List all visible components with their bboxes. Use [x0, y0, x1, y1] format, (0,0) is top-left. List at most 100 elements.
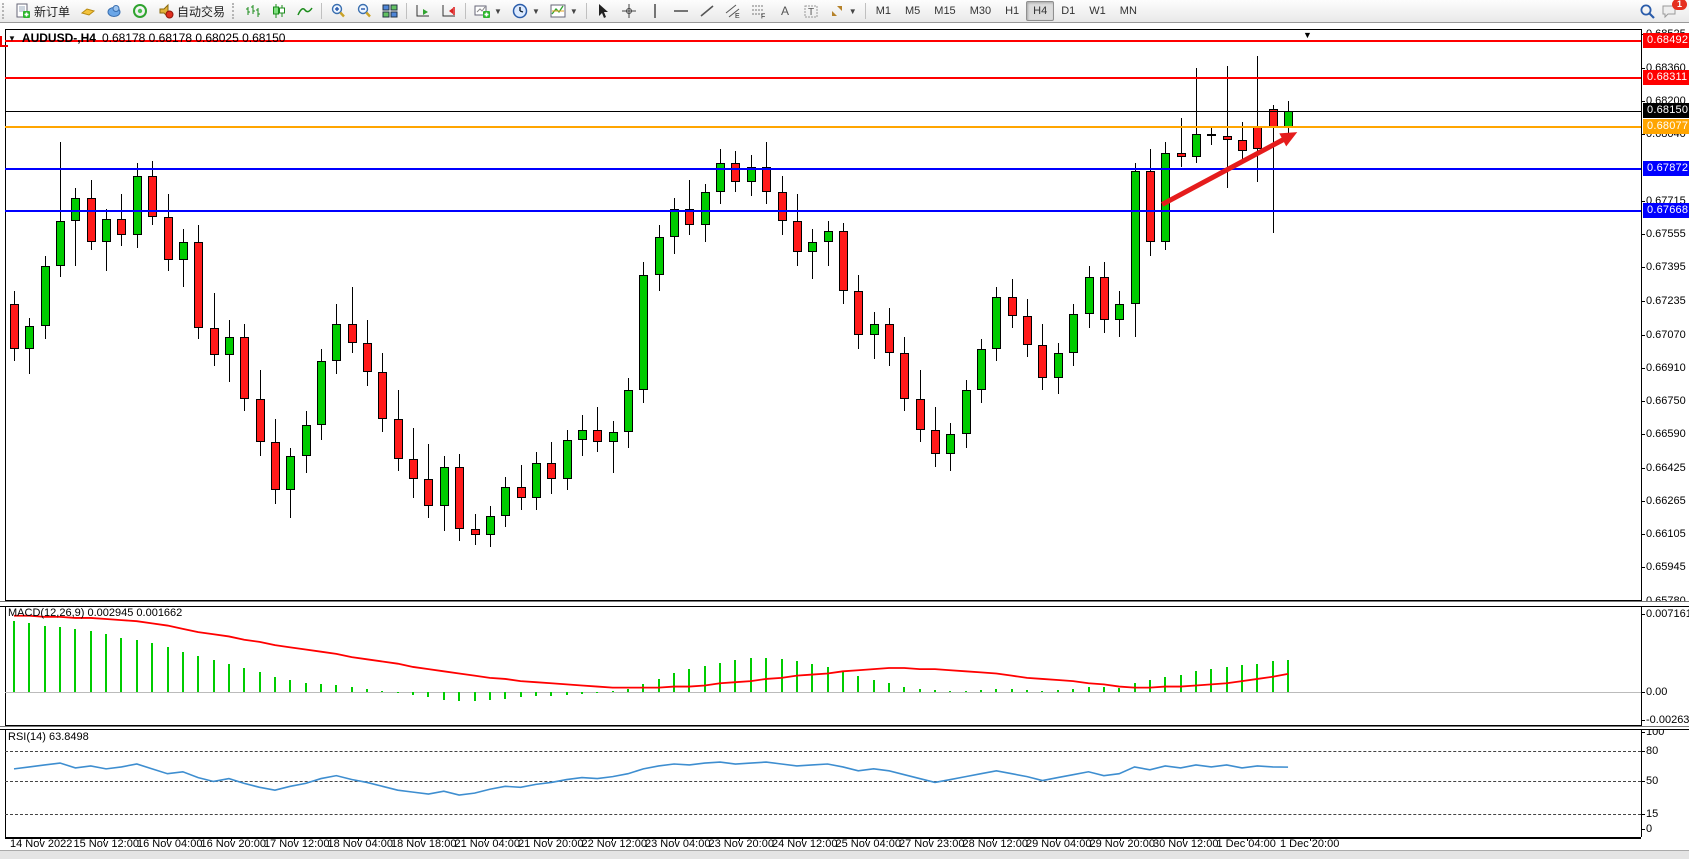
macd-histogram-bar [903, 686, 906, 692]
search-icon[interactable] [1639, 3, 1655, 19]
candle [1115, 303, 1125, 321]
trendline-tool-button[interactable] [694, 0, 720, 22]
macd-histogram-bar [841, 671, 844, 692]
panel-divider[interactable] [0, 601, 1689, 607]
date-axis-label: 16 Nov 04:00 [137, 838, 203, 850]
rsi-axis-tick [1641, 732, 1645, 733]
date-axis-label: 16 Nov 20:00 [200, 838, 266, 850]
toolbar-grip[interactable] [232, 3, 238, 19]
zoom-in-button[interactable] [325, 0, 351, 22]
timeframe-h1[interactable]: H1 [1005, 5, 1020, 17]
macd-axis-label: 0.00 [1646, 686, 1668, 698]
timeframe-h4[interactable]: H4 [1026, 1, 1055, 21]
macd-histogram-bar [673, 673, 676, 692]
crosshair-tool-button[interactable] [616, 0, 642, 22]
collapse-arrow-icon[interactable]: ▼ [8, 33, 16, 43]
toolbar-grip[interactable] [2, 3, 8, 19]
candle [777, 192, 787, 221]
vertical-line-tool-button[interactable] [642, 0, 668, 22]
chat-icon[interactable]: 1 [1661, 0, 1687, 19]
fibonacci-tool-button[interactable]: F [746, 0, 772, 22]
navigator-button[interactable] [127, 0, 153, 22]
pivot-line[interactable] [5, 125, 1641, 128]
macd-histogram-bar [918, 688, 921, 692]
zoom-out-icon [356, 3, 372, 19]
zoom-out-button[interactable] [351, 0, 377, 22]
line-chart-button[interactable] [292, 0, 318, 22]
timeframe-d1[interactable]: D1 [1061, 5, 1076, 17]
macd-histogram-bar [396, 692, 399, 694]
candle [608, 431, 618, 442]
candle [1207, 134, 1217, 137]
date-axis-label: 18 Nov 18:00 [391, 838, 457, 850]
new-order-button[interactable]: 新订单 [10, 0, 75, 22]
horizontal-line-tool-button[interactable] [668, 0, 694, 22]
auto-scroll-button[interactable] [410, 0, 436, 22]
macd-histogram-bar [749, 658, 752, 692]
macd-histogram-bar [657, 678, 660, 692]
candle [224, 336, 234, 356]
auto-trading-button[interactable]: 自动交易 [153, 0, 230, 22]
candle [654, 237, 664, 275]
timeframe-m15[interactable]: M15 [934, 5, 956, 17]
price-axis-tick [1641, 234, 1645, 236]
date-axis-tick [103, 837, 105, 841]
timeframe-m1[interactable]: M1 [875, 5, 891, 17]
resistance-line-1[interactable] [5, 39, 1641, 42]
macd-histogram-bar [120, 637, 123, 692]
new-chart-button[interactable]: ▼ [469, 0, 507, 22]
date-axis-tick [865, 837, 867, 841]
macd-histogram-bar [765, 658, 768, 692]
auto-scroll-icon [415, 3, 431, 19]
price-axis-label: 0.66265 [1646, 494, 1686, 507]
trend-arrow[interactable] [1161, 136, 1287, 207]
macd-histogram-bar [826, 666, 829, 692]
timeframe-w1[interactable]: W1 [1089, 5, 1106, 17]
candle-wick [689, 179, 691, 236]
price-level-badge: 0.68492 [1643, 32, 1689, 48]
macd-histogram-bar [1241, 664, 1243, 692]
templates-button[interactable]: ▼ [545, 0, 583, 22]
bar-chart-button[interactable] [240, 0, 266, 22]
date-axis-label: 21 Nov 04:00 [454, 838, 520, 850]
candle [685, 208, 695, 226]
price-axis-label: 0.67070 [1646, 328, 1686, 341]
panel-divider[interactable] [0, 726, 1689, 730]
tile-windows-button[interactable] [377, 0, 403, 22]
macd-histogram-bar [1194, 671, 1197, 692]
macd-histogram-bar [166, 647, 169, 692]
macd-histogram-bar [857, 675, 860, 692]
periods-button[interactable]: ▼ [507, 0, 545, 22]
market-watch-button[interactable] [75, 0, 101, 22]
trendline-icon [699, 3, 715, 19]
equidistant-channel-tool-button[interactable]: E [720, 0, 746, 22]
date-axis-tick [1183, 837, 1184, 841]
chart-shift-button[interactable] [436, 0, 462, 22]
macd-histogram-bar [1010, 688, 1013, 692]
macd-histogram-bar [89, 630, 92, 692]
macd-histogram-bar [934, 689, 936, 692]
timeframe-m5[interactable]: M5 [905, 5, 921, 17]
resistance-line-2[interactable] [5, 77, 1641, 80]
support-line-2[interactable] [5, 210, 1641, 213]
annotations-overlay [1161, 132, 1298, 207]
cursor-tool-button[interactable] [590, 0, 616, 22]
candle [102, 218, 112, 242]
arrows-tool-button[interactable]: ▼ [824, 0, 862, 22]
macd-histogram-bar [688, 669, 691, 692]
candle [808, 241, 818, 252]
candle [270, 442, 280, 490]
text-tool-button[interactable]: A [772, 0, 798, 22]
data-window-button[interactable] [101, 0, 127, 22]
current-price-line[interactable] [5, 111, 1641, 113]
candlestick-chart-button[interactable] [266, 0, 292, 22]
text-label-tool-button[interactable]: T [798, 0, 824, 22]
macd-histogram-bar [427, 692, 430, 698]
support-line-1[interactable] [5, 167, 1641, 170]
candle [56, 220, 66, 267]
rsi-level-line [5, 814, 1641, 816]
plot-border [5, 600, 1641, 601]
macd-histogram-bar [1026, 689, 1029, 692]
timeframe-mn[interactable]: MN [1119, 5, 1137, 17]
timeframe-m30[interactable]: M30 [969, 5, 992, 17]
